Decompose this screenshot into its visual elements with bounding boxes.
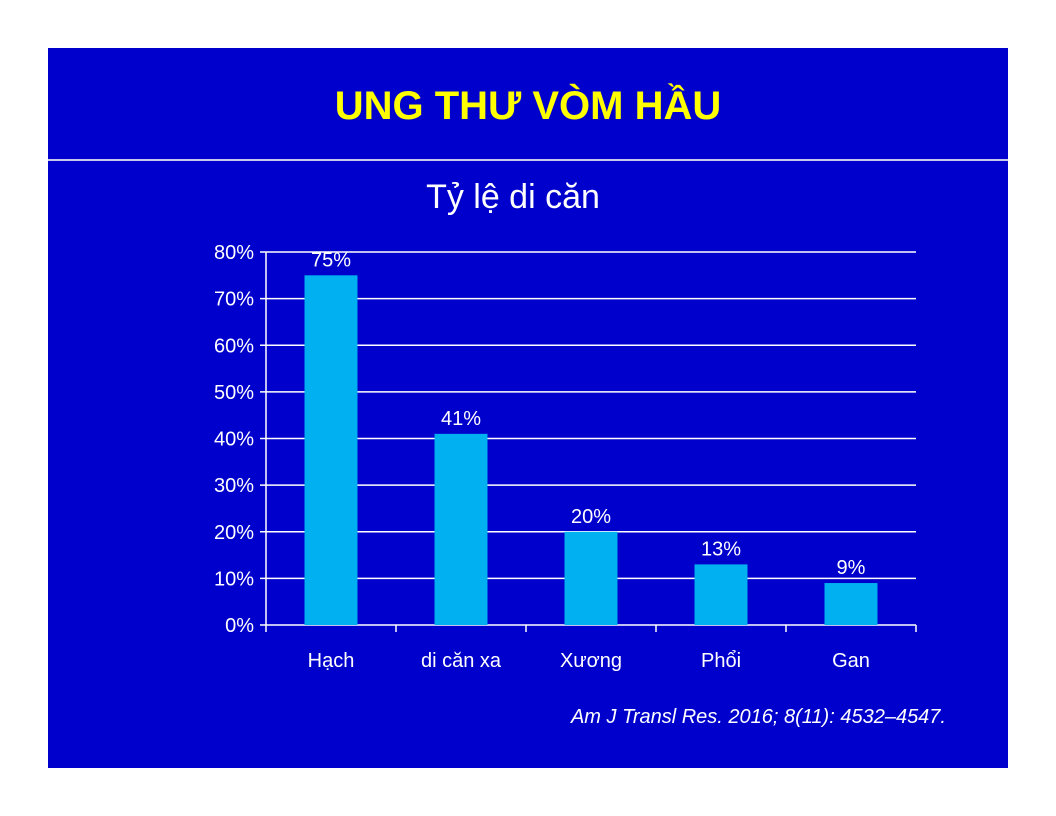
citation: Am J Transl Res. 2016; 8(11): 4532–4547.	[570, 706, 946, 728]
chart-title: Tỷ lệ di căn	[426, 178, 600, 216]
slide: UNG THƯ VÒM HẦU Tỷ lệ di căn 0% 10% 20% 30%…	[48, 48, 1008, 768]
bar	[694, 564, 748, 625]
data-labels: 75% Hạch 41% di căn xa 20% Xương 13% Phổi 9% Gan	[308, 249, 870, 672]
y-tick-label: 60%	[214, 335, 254, 357]
x-tick-label: Xương	[560, 650, 622, 672]
y-tick-label: 10%	[214, 568, 254, 590]
data-label: 9%	[837, 557, 866, 579]
y-tick-label: 50%	[214, 382, 254, 404]
bar	[824, 583, 878, 625]
bars	[304, 275, 878, 625]
x-tick-label: Phổi	[701, 650, 741, 672]
data-label: 75%	[311, 249, 351, 271]
gridlines	[266, 251, 916, 580]
bar	[304, 275, 358, 625]
y-tick-label: 40%	[214, 429, 254, 451]
data-label: 41%	[441, 408, 481, 430]
axes: 0% 10% 20% 30% 40% 50% 60% 70% 80%	[214, 242, 917, 637]
data-label: 13%	[701, 538, 741, 560]
y-tick-label: 0%	[225, 615, 254, 637]
data-label: 20%	[571, 506, 611, 528]
y-tick-label: 20%	[214, 522, 254, 544]
y-tick-label: 80%	[214, 242, 254, 264]
bar	[564, 531, 618, 625]
x-tick-label: Hạch	[308, 650, 355, 672]
x-tick-label: Gan	[832, 650, 870, 672]
slide-title: UNG THƯ VÒM HẦU	[334, 84, 722, 128]
title-divider	[48, 159, 1008, 161]
y-tick-label: 30%	[214, 475, 254, 497]
x-tick-label: di căn xa	[421, 650, 502, 672]
bar	[434, 433, 488, 625]
y-tick-label: 70%	[214, 289, 254, 311]
bar-chart: Tỷ lệ di căn 0%10%20%30%40%50%60%70%80% …	[214, 178, 917, 672]
